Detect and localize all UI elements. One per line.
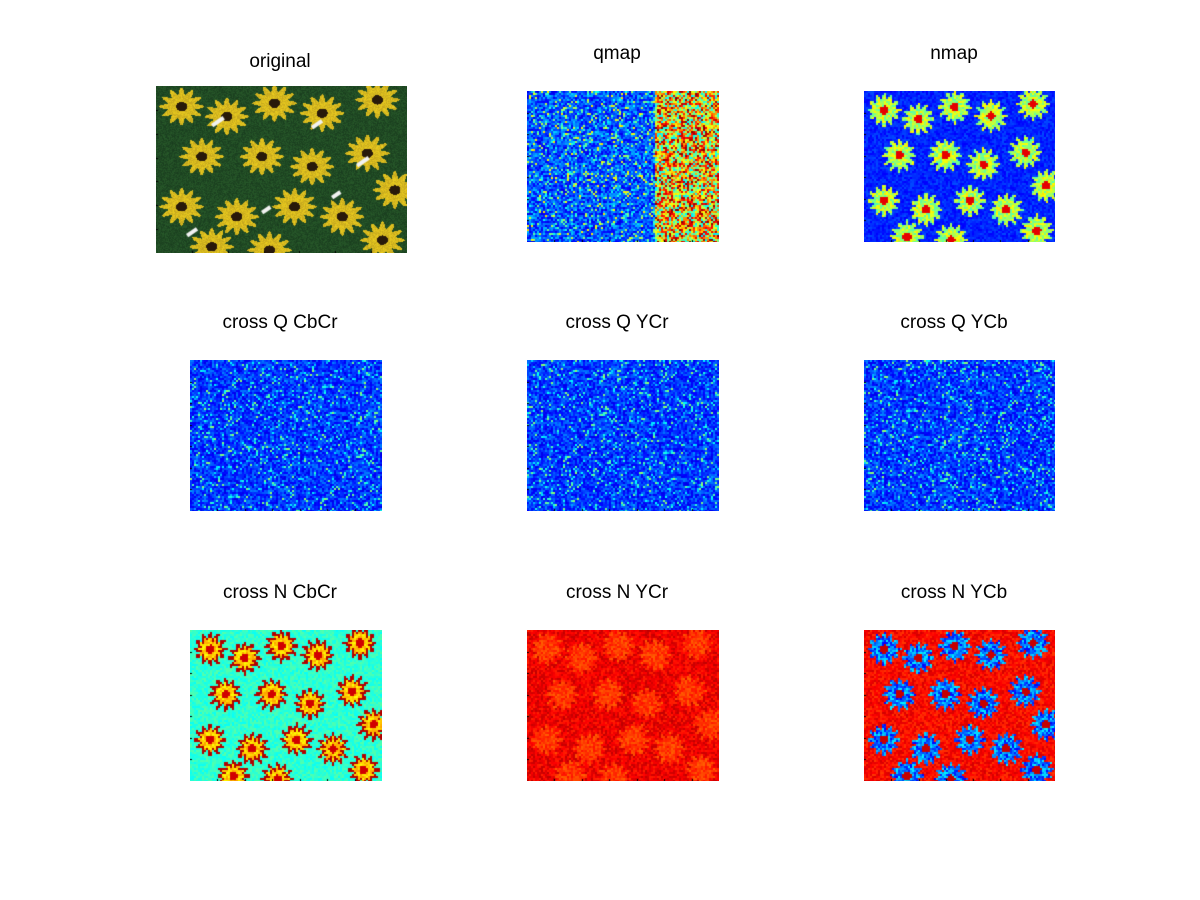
- title-cross-q-cbcr: cross Q CbCr: [222, 312, 338, 333]
- cross-q-cbcr-heatmap: [190, 360, 382, 511]
- title-qmap: qmap: [593, 43, 641, 64]
- cross-n-ycr-heatmap: [527, 630, 719, 781]
- nmap-heatmap: [864, 91, 1055, 242]
- title-cross-q-ycb: cross Q YCb: [900, 312, 1008, 333]
- title-cross-n-ycb: cross N YCb: [900, 582, 1008, 603]
- cross-n-ycb-heatmap: [864, 630, 1055, 781]
- title-cross-n-ycr: cross N YCr: [565, 582, 669, 603]
- cross-q-ycb-heatmap: [864, 360, 1055, 511]
- title-cross-n-cbcr: cross N CbCr: [222, 582, 337, 603]
- title-cross-q-ycr: cross Q YCr: [565, 312, 669, 333]
- original-image: [156, 86, 407, 253]
- cross-n-cbcr-heatmap: [190, 630, 382, 781]
- title-original: original: [249, 51, 311, 72]
- qmap-heatmap: [527, 91, 719, 242]
- title-nmap: nmap: [930, 43, 978, 64]
- cross-q-ycr-heatmap: [527, 360, 719, 511]
